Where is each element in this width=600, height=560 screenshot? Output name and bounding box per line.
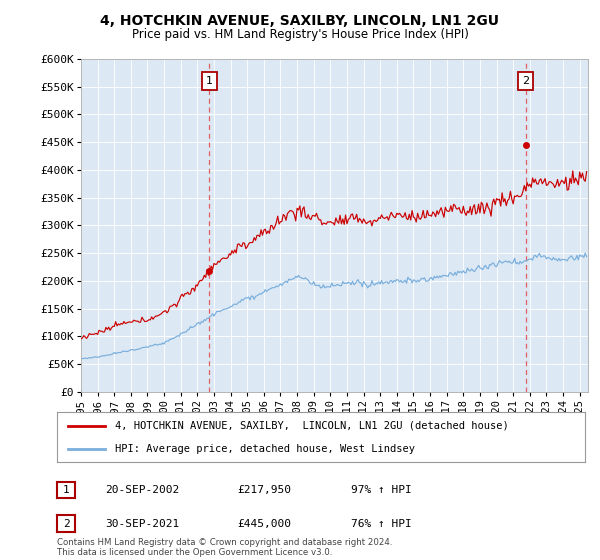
Text: 1: 1 (206, 76, 213, 86)
Text: 4, HOTCHKIN AVENUE, SAXILBY, LINCOLN, LN1 2GU: 4, HOTCHKIN AVENUE, SAXILBY, LINCOLN, LN… (101, 14, 499, 28)
Text: 97% ↑ HPI: 97% ↑ HPI (351, 485, 412, 495)
Text: HPI: Average price, detached house, West Lindsey: HPI: Average price, detached house, West… (115, 445, 415, 454)
Text: Price paid vs. HM Land Registry's House Price Index (HPI): Price paid vs. HM Land Registry's House … (131, 28, 469, 41)
Text: 1: 1 (62, 485, 70, 495)
Text: 76% ↑ HPI: 76% ↑ HPI (351, 519, 412, 529)
Point (205, 267, 214, 276)
Point (521, 141, 530, 150)
Text: Contains HM Land Registry data © Crown copyright and database right 2024.
This d: Contains HM Land Registry data © Crown c… (57, 538, 392, 557)
Text: £445,000: £445,000 (237, 519, 291, 529)
Text: 4, HOTCHKIN AVENUE, SAXILBY,  LINCOLN, LN1 2GU (detached house): 4, HOTCHKIN AVENUE, SAXILBY, LINCOLN, LN… (115, 421, 509, 431)
Text: 2: 2 (62, 519, 70, 529)
Text: 2: 2 (522, 76, 529, 86)
Text: £217,950: £217,950 (237, 485, 291, 495)
Text: 20-SEP-2002: 20-SEP-2002 (105, 485, 179, 495)
Text: 30-SEP-2021: 30-SEP-2021 (105, 519, 179, 529)
